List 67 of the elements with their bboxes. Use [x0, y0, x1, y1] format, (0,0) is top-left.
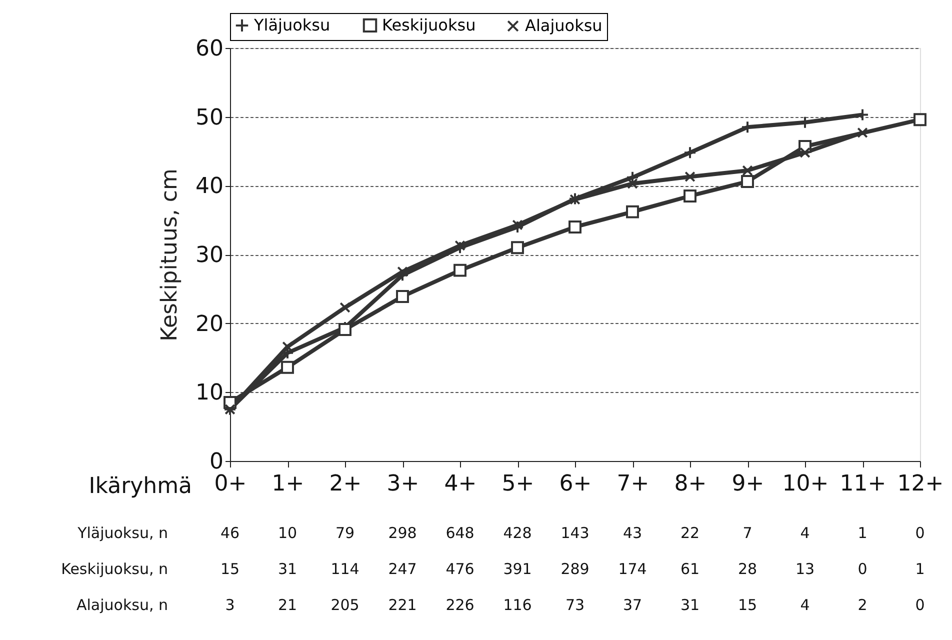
x-tick-label: 4+ — [444, 472, 477, 496]
y-tick-label: 0 — [210, 450, 224, 474]
text: 298 — [388, 524, 417, 542]
x-tick-label: 7+ — [616, 472, 650, 496]
legend-label: Yläjuoksu — [253, 15, 330, 34]
x-tick-label: 5+ — [502, 472, 534, 496]
x-tick-label: 6+ — [559, 472, 592, 496]
y-tick-label: 60 — [196, 36, 224, 62]
text: 247 — [388, 560, 417, 578]
text: 10 — [278, 524, 298, 542]
text: 174 — [618, 560, 647, 578]
text: 43 — [622, 524, 642, 542]
text: 21 — [278, 596, 298, 614]
x-tick-label: 12+ — [897, 472, 944, 496]
text: 31 — [680, 596, 700, 614]
legend-label: Keskijuoksu — [382, 15, 476, 34]
text: 289 — [560, 560, 590, 578]
text: 1 — [858, 524, 868, 542]
text: 46 — [220, 524, 240, 542]
x-tick-label: 0+ — [214, 472, 247, 496]
text: Yläjuoksu, n — [76, 524, 168, 542]
x-tick-label: 1+ — [272, 472, 304, 496]
text: 221 — [388, 596, 417, 614]
text: 37 — [622, 596, 642, 614]
text: 13 — [795, 560, 815, 578]
text: 4 — [800, 596, 810, 614]
text: 0 — [915, 596, 925, 614]
y-tick-label: 30 — [196, 243, 224, 268]
text: 3 — [225, 596, 235, 614]
text: 7 — [742, 524, 752, 542]
legend-label: Alajuoksu — [525, 16, 602, 36]
text: 428 — [503, 524, 532, 542]
text: 0 — [915, 524, 925, 542]
text: 2 — [858, 596, 868, 614]
text: 476 — [446, 560, 474, 578]
y-tick-label: 50 — [196, 105, 224, 130]
x-tick-label: 3+ — [386, 472, 420, 496]
x-tick-label: 2+ — [329, 472, 362, 496]
x-tick-label: 9+ — [732, 472, 764, 496]
x-tick-label: 8+ — [674, 472, 707, 496]
text: 15 — [738, 596, 758, 614]
x-axis-title: Ikäryhmä — [88, 474, 192, 499]
text: 114 — [330, 560, 360, 578]
text: 4 — [800, 524, 810, 542]
text: 22 — [680, 524, 700, 542]
text: 15 — [220, 560, 240, 578]
text: 73 — [565, 596, 585, 614]
text: Keskijuoksu, n — [61, 560, 168, 578]
text: 61 — [680, 560, 700, 578]
text: 143 — [560, 524, 590, 542]
text: 648 — [446, 524, 474, 542]
text: 1 — [915, 560, 925, 578]
text: 391 — [503, 560, 532, 578]
text: 28 — [738, 560, 758, 578]
text: 31 — [278, 560, 298, 578]
text: 205 — [330, 596, 360, 614]
x-tick-label: 10+ — [782, 472, 829, 496]
y-tick-label: 10 — [196, 380, 224, 406]
y-tick-label: 20 — [196, 312, 224, 337]
x-tick-label: 11+ — [840, 472, 886, 496]
text: 226 — [446, 596, 474, 614]
text: 0 — [858, 560, 868, 578]
text: 79 — [335, 524, 355, 542]
text: Alajuoksu, n — [76, 596, 168, 614]
y-axis-title: Keskipituus, cm — [158, 168, 183, 342]
text: 116 — [503, 596, 532, 614]
y-tick-label: 40 — [196, 174, 224, 200]
